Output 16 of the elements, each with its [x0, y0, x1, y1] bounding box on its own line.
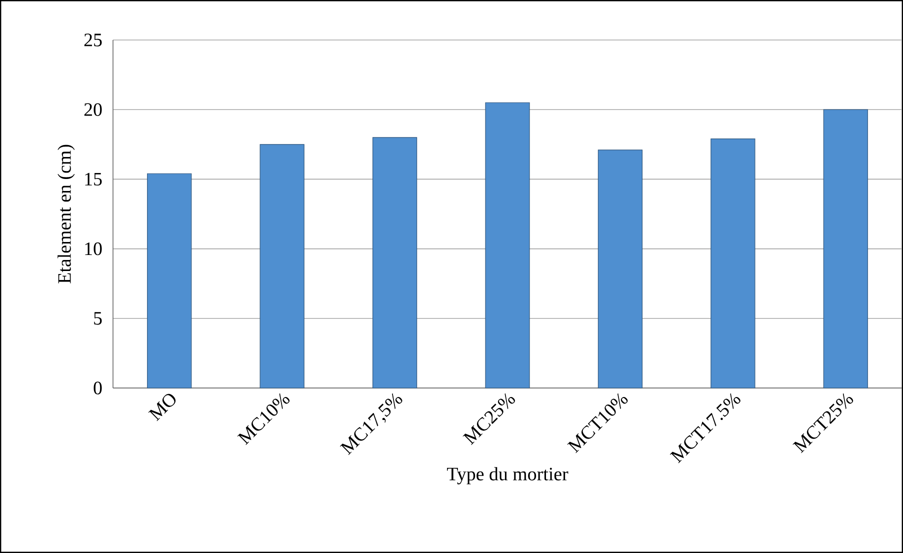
y-tick-label: 15	[85, 172, 102, 186]
y-tick-label: 20	[84, 103, 102, 116]
y-tick-label: 10	[85, 242, 102, 256]
bar	[372, 137, 418, 388]
y-axis-title: Etalement en (cm)	[58, 144, 75, 284]
x-tick-label: MO	[148, 394, 176, 422]
bar	[598, 150, 643, 388]
y-tick-label: 0	[94, 382, 102, 394]
y-tick-label: 25	[84, 34, 102, 46]
bar	[485, 102, 530, 388]
y-tick-label: 5	[94, 312, 102, 325]
bar	[710, 138, 756, 388]
x-axis-title: Type du mortier	[447, 467, 568, 484]
bar	[260, 144, 304, 388]
bar	[823, 109, 868, 388]
bar	[147, 173, 192, 388]
